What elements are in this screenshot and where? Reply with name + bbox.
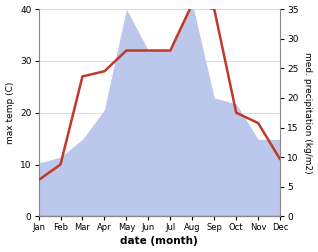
X-axis label: date (month): date (month) [121, 236, 198, 246]
Y-axis label: med. precipitation (kg/m2): med. precipitation (kg/m2) [303, 52, 313, 174]
Y-axis label: max temp (C): max temp (C) [5, 81, 15, 144]
